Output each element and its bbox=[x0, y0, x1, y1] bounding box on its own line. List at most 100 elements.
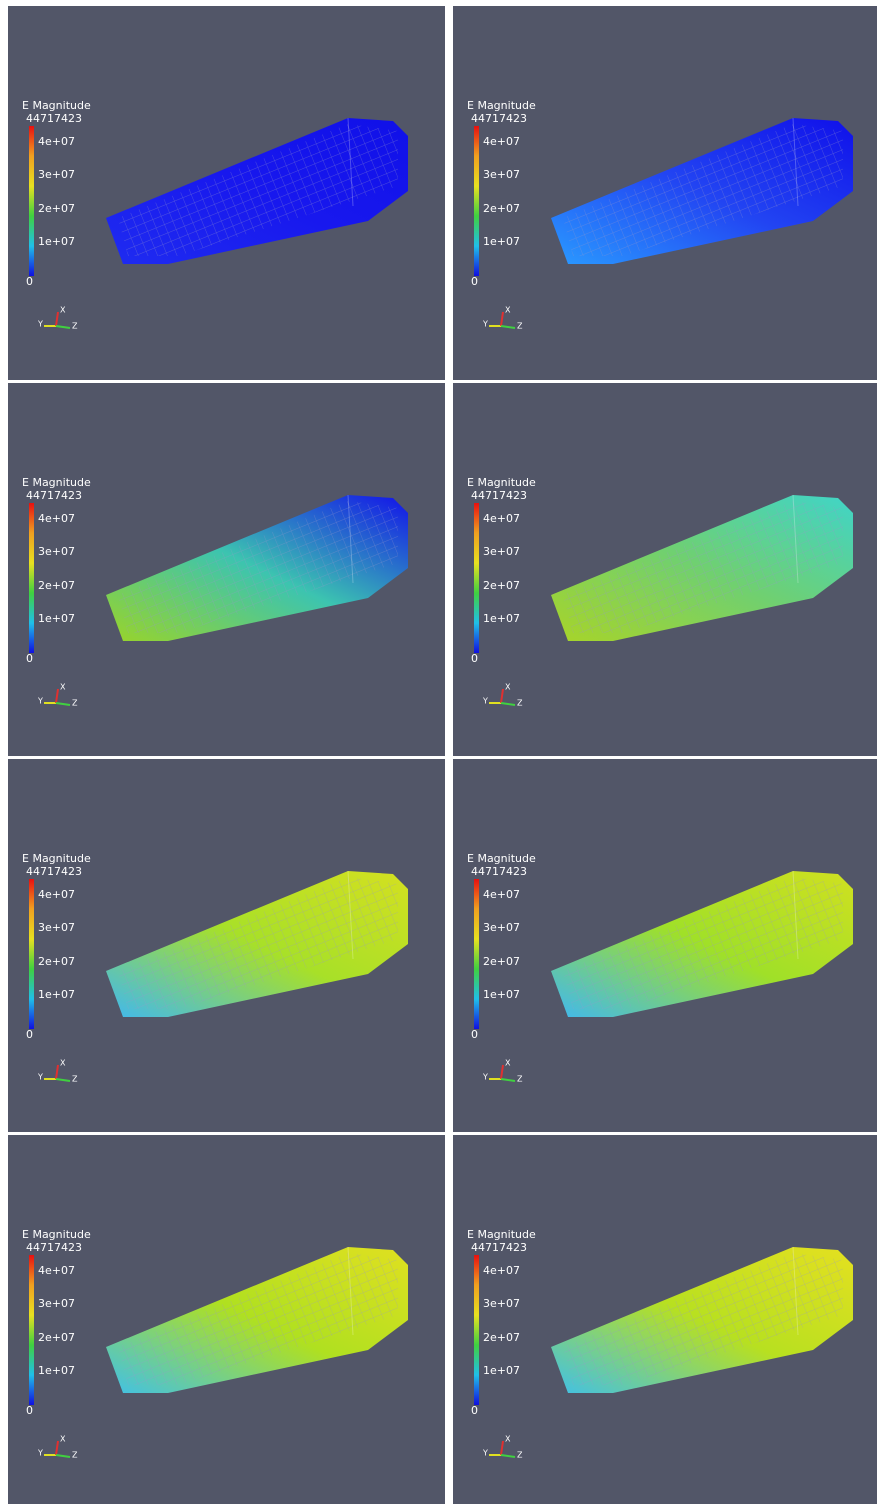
legend-tick: 0 bbox=[26, 275, 33, 288]
axis-arrow bbox=[56, 312, 58, 326]
viewport: E Magnitude447174234e+073e+072e+071e+070… bbox=[453, 759, 877, 1132]
axis-label: X bbox=[60, 306, 66, 315]
color-bar bbox=[474, 1255, 479, 1405]
axis-arrow bbox=[501, 1079, 515, 1081]
legend-tick: 1e+07 bbox=[38, 612, 75, 625]
color-bar bbox=[29, 879, 34, 1029]
legend-tick: 1e+07 bbox=[483, 1364, 520, 1377]
viewport: E Magnitude447174234e+073e+072e+071e+070… bbox=[8, 759, 445, 1132]
render-panel: E Magnitude447174234e+073e+072e+071e+070… bbox=[453, 1135, 877, 1504]
legend-tick: 1e+07 bbox=[483, 988, 520, 1001]
legend-title: E Magnitude bbox=[22, 852, 91, 865]
color-bar bbox=[474, 503, 479, 653]
axis-arrow bbox=[56, 689, 58, 703]
axis-label: Z bbox=[72, 1075, 78, 1084]
axis-arrow bbox=[501, 703, 515, 705]
legend-tick: 4e+07 bbox=[38, 135, 75, 148]
legend-max: 44717423 bbox=[26, 865, 82, 878]
axis-arrow bbox=[501, 1441, 503, 1455]
viewport: E Magnitude447174234e+073e+072e+071e+070… bbox=[8, 1135, 445, 1504]
axis-label: X bbox=[60, 1435, 66, 1444]
axis-label: Y bbox=[37, 320, 43, 329]
axis-arrow bbox=[501, 312, 503, 326]
legend-max: 44717423 bbox=[26, 1241, 82, 1254]
axis-arrow bbox=[501, 1065, 503, 1079]
legend-tick: 3e+07 bbox=[38, 168, 75, 181]
color-bar bbox=[29, 1255, 34, 1405]
legend-tick: 2e+07 bbox=[483, 1331, 520, 1344]
axis-label: X bbox=[60, 1059, 66, 1068]
viewport: E Magnitude447174234e+073e+072e+071e+070… bbox=[8, 383, 445, 756]
axis-label: Y bbox=[482, 1449, 488, 1458]
axis-label: Z bbox=[72, 1451, 78, 1460]
legend-tick: 0 bbox=[26, 652, 33, 665]
legend-max: 44717423 bbox=[26, 489, 82, 502]
legend-tick: 4e+07 bbox=[483, 888, 520, 901]
color-bar bbox=[474, 879, 479, 1029]
axis-label: X bbox=[505, 683, 511, 692]
legend-tick: 3e+07 bbox=[483, 168, 520, 181]
axis-label: X bbox=[60, 683, 66, 692]
axis-label: Z bbox=[517, 1451, 523, 1460]
legend-tick: 4e+07 bbox=[38, 888, 75, 901]
axis-arrow bbox=[501, 326, 515, 328]
legend-title: E Magnitude bbox=[467, 1228, 536, 1241]
legend-title: E Magnitude bbox=[22, 99, 91, 112]
viewport: E Magnitude447174234e+073e+072e+071e+070… bbox=[453, 6, 877, 380]
legend-tick: 2e+07 bbox=[38, 955, 75, 968]
axis-arrow bbox=[56, 326, 70, 328]
viewport: E Magnitude447174234e+073e+072e+071e+070… bbox=[8, 6, 445, 380]
legend-tick: 0 bbox=[471, 1028, 478, 1041]
legend-tick: 4e+07 bbox=[38, 1264, 75, 1277]
legend-tick: 4e+07 bbox=[483, 512, 520, 525]
legend-tick: 3e+07 bbox=[38, 545, 75, 558]
legend-tick: 0 bbox=[471, 652, 478, 665]
axis-label: Y bbox=[37, 1073, 43, 1082]
figure: E Magnitude447174234e+073e+072e+071e+070… bbox=[0, 0, 877, 1504]
legend-tick: 3e+07 bbox=[483, 921, 520, 934]
axis-label: Z bbox=[72, 699, 78, 708]
legend-tick: 3e+07 bbox=[483, 1297, 520, 1310]
color-bar bbox=[29, 503, 34, 653]
legend-tick: 3e+07 bbox=[38, 1297, 75, 1310]
axis-arrow bbox=[56, 703, 70, 705]
legend-max: 44717423 bbox=[471, 489, 527, 502]
legend-tick: 1e+07 bbox=[483, 612, 520, 625]
legend-tick: 2e+07 bbox=[483, 202, 520, 215]
legend-tick: 1e+07 bbox=[38, 1364, 75, 1377]
axis-arrow bbox=[501, 689, 503, 703]
legend-title: E Magnitude bbox=[22, 476, 91, 489]
axis-label: Y bbox=[37, 697, 43, 706]
axis-label: X bbox=[505, 1435, 511, 1444]
viewport: E Magnitude447174234e+073e+072e+071e+070… bbox=[453, 383, 877, 756]
axis-label: X bbox=[505, 1059, 511, 1068]
legend-title: E Magnitude bbox=[22, 1228, 91, 1241]
legend-tick: 0 bbox=[26, 1028, 33, 1041]
axis-arrow bbox=[56, 1441, 58, 1455]
axis-label: Z bbox=[517, 699, 523, 708]
legend-tick: 2e+07 bbox=[38, 579, 75, 592]
legend-tick: 2e+07 bbox=[483, 579, 520, 592]
axis-label: Y bbox=[482, 1073, 488, 1082]
axis-label: Z bbox=[72, 322, 78, 331]
color-bar bbox=[29, 126, 34, 276]
axis-label: Y bbox=[482, 320, 488, 329]
legend-tick: 4e+07 bbox=[483, 135, 520, 148]
legend-tick: 4e+07 bbox=[483, 1264, 520, 1277]
legend-tick: 2e+07 bbox=[38, 1331, 75, 1344]
legend-max: 44717423 bbox=[26, 112, 82, 125]
legend-tick: 1e+07 bbox=[38, 235, 75, 248]
axis-label: Y bbox=[37, 1449, 43, 1458]
legend-tick: 0 bbox=[471, 275, 478, 288]
axis-arrow bbox=[56, 1455, 70, 1457]
axis-arrow bbox=[501, 1455, 515, 1457]
color-bar bbox=[474, 126, 479, 276]
legend-tick: 1e+07 bbox=[483, 235, 520, 248]
axis-arrow bbox=[56, 1079, 70, 1081]
legend-title: E Magnitude bbox=[467, 476, 536, 489]
legend-title: E Magnitude bbox=[467, 852, 536, 865]
legend-tick: 1e+07 bbox=[38, 988, 75, 1001]
